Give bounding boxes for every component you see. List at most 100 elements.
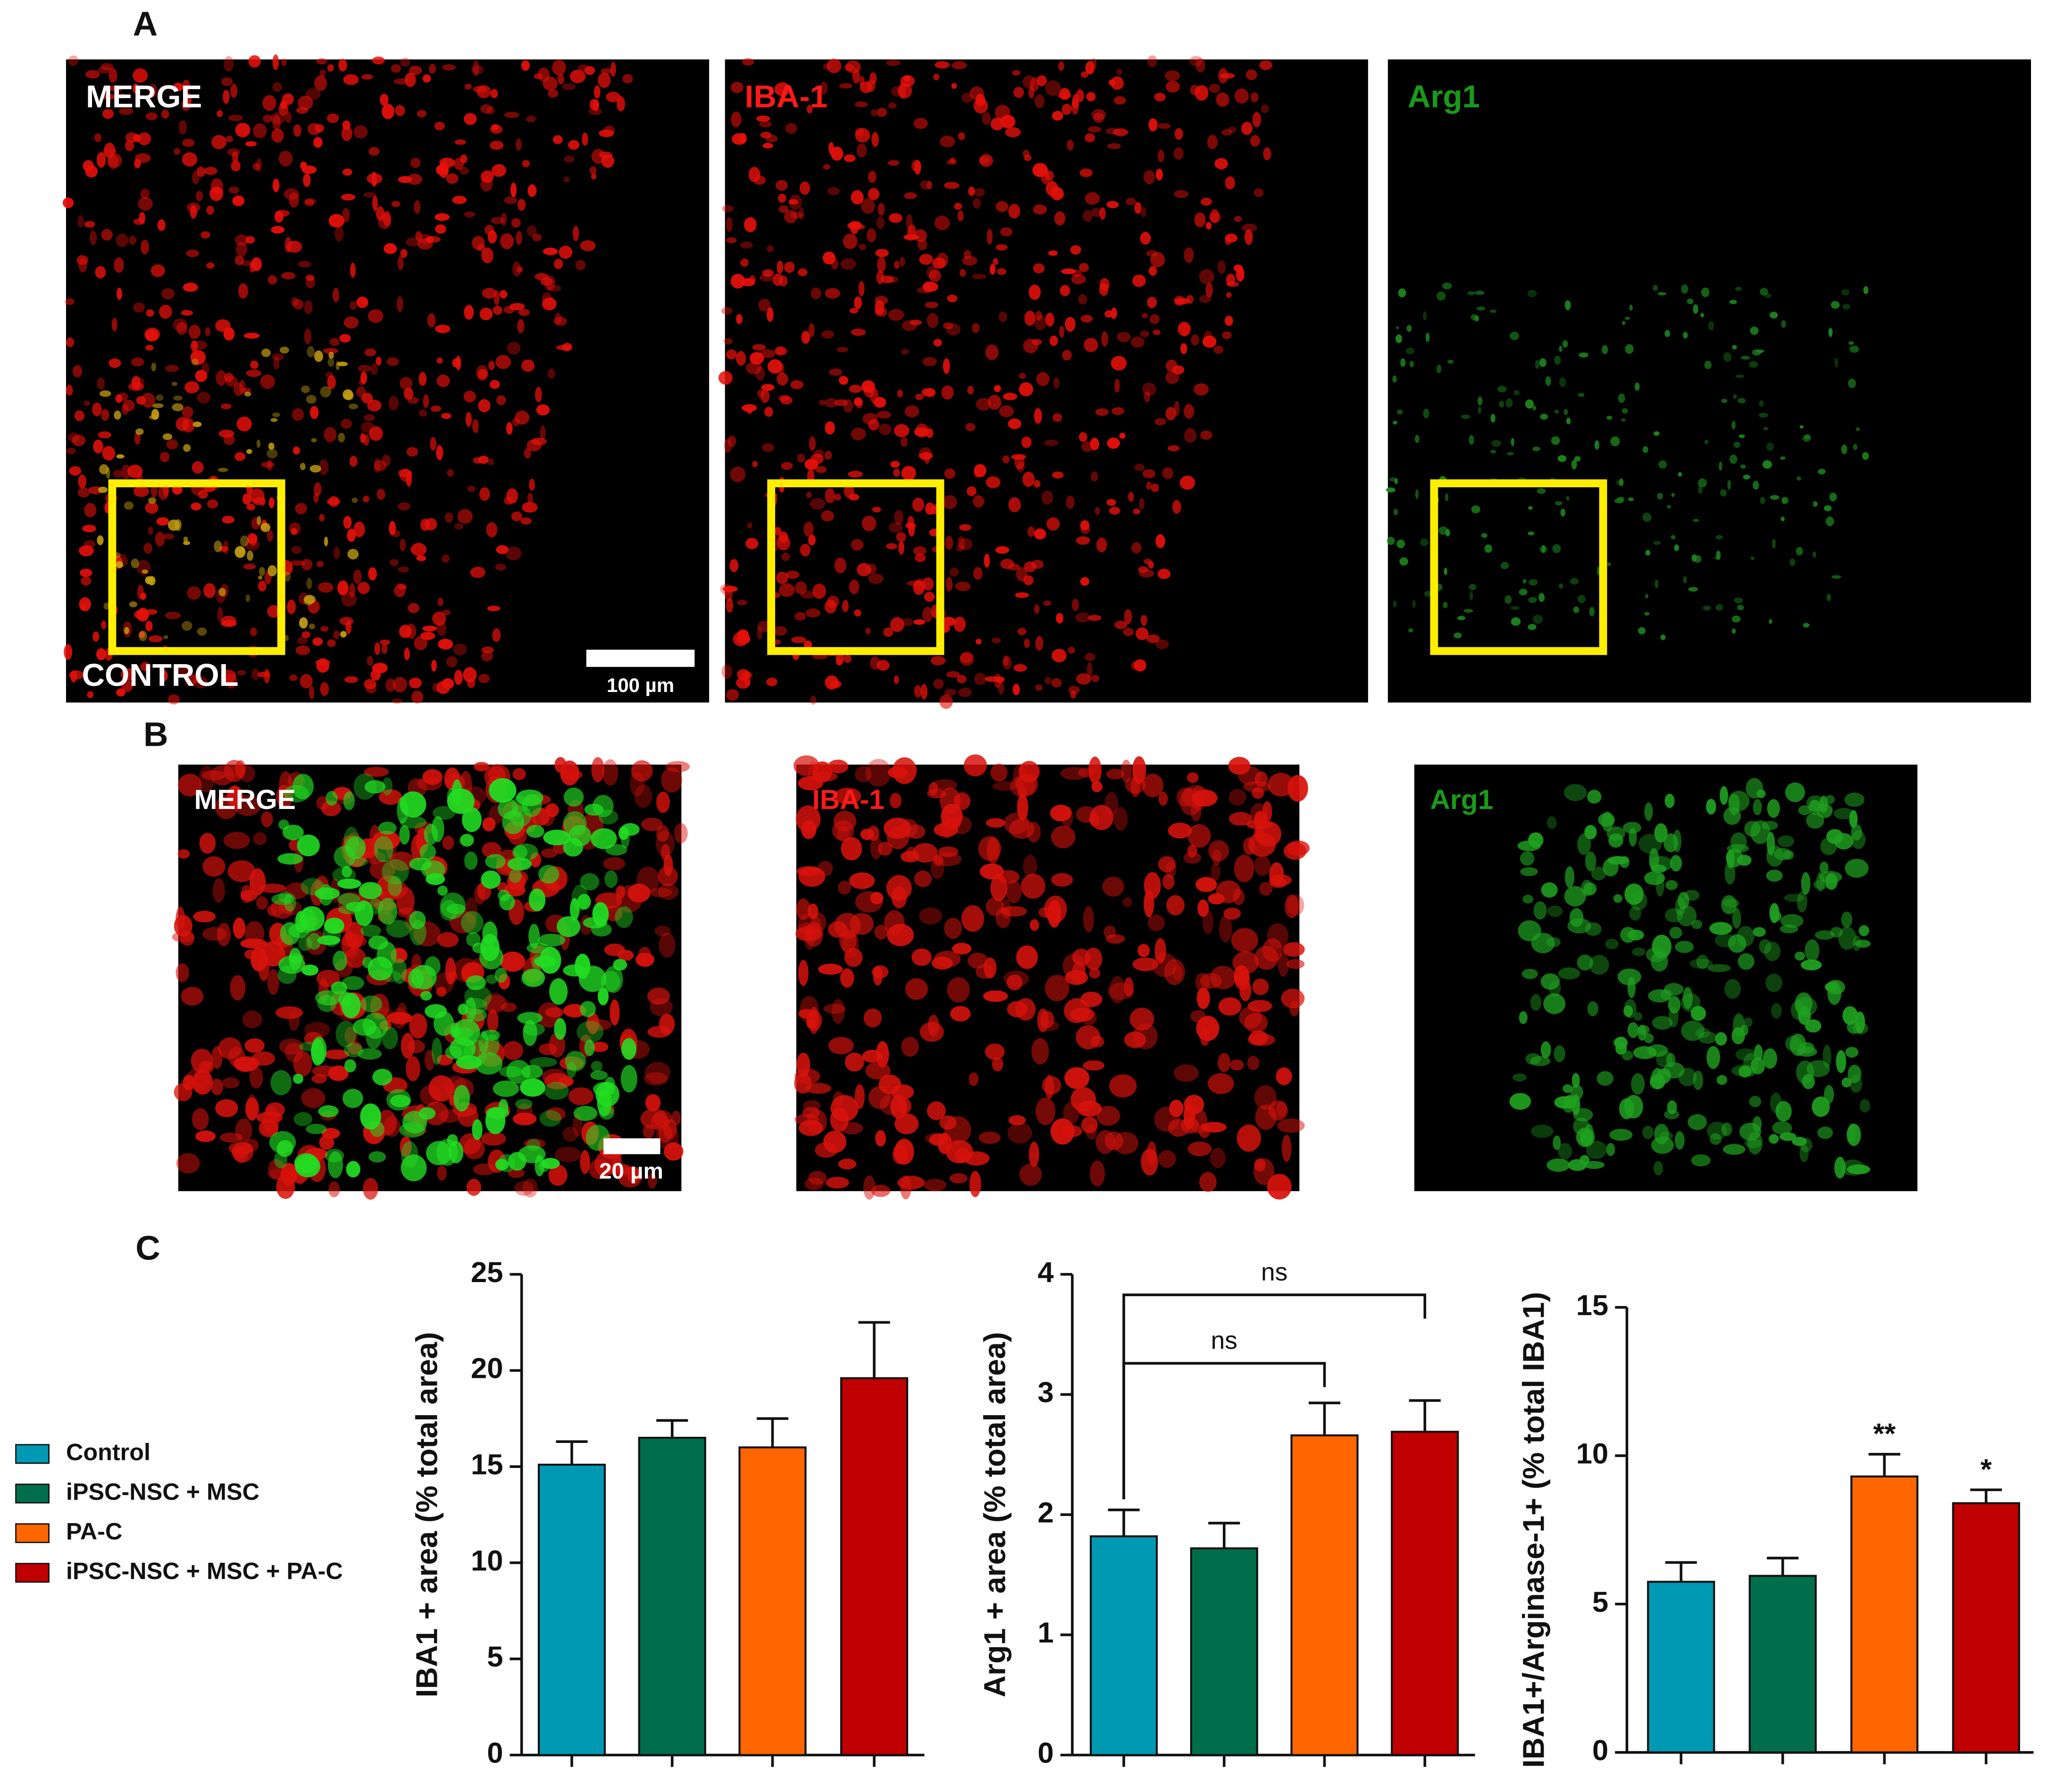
signal-blob <box>1216 92 1229 107</box>
signal-blob <box>1559 583 1563 589</box>
signal-blob <box>806 1010 822 1031</box>
signal-blob <box>215 795 238 819</box>
signal-blob <box>1155 639 1169 650</box>
signal-blob <box>269 1131 296 1154</box>
signal-blob <box>1694 555 1702 563</box>
signal-blob <box>1148 266 1157 276</box>
signal-blob <box>1046 517 1060 531</box>
signal-blob <box>1594 440 1599 450</box>
signal-blob <box>393 677 407 692</box>
signal-blob <box>591 149 606 164</box>
signal-blob <box>342 168 352 176</box>
signal-blob <box>983 990 1008 1002</box>
signal-blob <box>324 917 344 934</box>
signal-blob <box>1020 874 1045 899</box>
signal-blob <box>957 210 964 222</box>
y-tick-label: 2 <box>1037 1496 1053 1529</box>
signal-blob <box>840 258 856 270</box>
signal-blob <box>309 623 316 630</box>
signal-blob <box>435 325 451 333</box>
signal-blob <box>1221 331 1232 339</box>
signal-blob <box>950 816 972 834</box>
signal-blob <box>1093 112 1104 123</box>
signal-blob <box>593 1082 615 1097</box>
signal-blob <box>866 228 877 242</box>
signal-blob <box>285 111 292 123</box>
signal-blob <box>1106 934 1125 944</box>
signal-blob <box>919 452 933 460</box>
signal-blob <box>385 678 396 692</box>
signal-blob <box>1841 289 1849 296</box>
signal-blob <box>464 211 476 218</box>
signal-blob <box>484 992 506 1014</box>
signal-blob <box>1617 496 1625 500</box>
signal-blob <box>439 1109 460 1123</box>
signal-blob <box>201 231 210 239</box>
signal-blob <box>1006 880 1022 904</box>
bar <box>1290 1434 1359 1756</box>
signal-blob <box>76 255 89 265</box>
signal-blob <box>176 322 187 335</box>
signal-blob <box>1070 245 1081 255</box>
signal-blob <box>975 639 982 645</box>
signal-blob <box>1024 154 1032 161</box>
signal-blob <box>1834 1157 1846 1179</box>
signal-blob <box>854 296 862 309</box>
signal-blob <box>1254 946 1279 970</box>
signal-blob <box>245 594 251 602</box>
signal-blob <box>1393 420 1397 425</box>
signal-blob <box>1825 516 1834 526</box>
signal-blob <box>343 516 352 529</box>
signal-blob <box>1099 207 1106 220</box>
signal-blob <box>319 69 326 77</box>
signal-blob <box>89 230 97 245</box>
signal-blob <box>475 1052 503 1075</box>
signal-blob <box>724 338 733 344</box>
signal-blob <box>504 196 518 204</box>
signal-blob <box>865 758 892 787</box>
signal-blob <box>1511 438 1514 446</box>
signal-blob <box>303 173 311 187</box>
signal-blob <box>1804 434 1811 440</box>
signal-blob <box>945 535 953 550</box>
signal-blob <box>293 1074 303 1084</box>
signal-blob <box>978 1132 1001 1144</box>
signal-blob <box>1797 891 1807 913</box>
signal-blob <box>946 671 961 678</box>
signal-blob <box>392 698 403 704</box>
signal-blob <box>1408 628 1413 633</box>
signal-blob <box>1855 427 1860 431</box>
signal-blob <box>135 428 144 435</box>
signal-blob <box>1623 1005 1633 1017</box>
signal-blob <box>1801 872 1811 895</box>
signal-blob <box>1189 56 1203 67</box>
signal-blob <box>429 63 436 74</box>
signal-blob <box>930 856 944 879</box>
signal-blob <box>457 509 473 524</box>
signal-blob <box>1532 405 1537 410</box>
signal-blob <box>1829 492 1837 501</box>
signal-blob <box>947 294 958 302</box>
signal-blob <box>85 70 100 79</box>
signal-blob <box>228 114 243 121</box>
signal-blob <box>1625 344 1634 354</box>
signal-blob <box>1147 1141 1157 1165</box>
signal-blob <box>1841 1077 1852 1088</box>
signal-blob <box>631 760 653 782</box>
signal-blob <box>191 502 201 511</box>
signal-blob <box>520 517 532 525</box>
signal-blob <box>647 987 670 1005</box>
signal-blob <box>1223 907 1241 920</box>
signal-blob <box>766 677 777 686</box>
signal-blob <box>1615 480 1623 485</box>
signal-blob <box>1671 535 1676 540</box>
signal-blob <box>974 467 980 478</box>
signal-blob <box>384 243 397 254</box>
signal-blob <box>1016 945 1038 969</box>
signal-blob <box>1845 1047 1859 1058</box>
signal-blob <box>552 59 566 76</box>
signal-blob <box>858 281 865 297</box>
signal-blob <box>435 224 446 234</box>
signal-blob <box>944 182 960 189</box>
signal-blob <box>1657 492 1663 500</box>
